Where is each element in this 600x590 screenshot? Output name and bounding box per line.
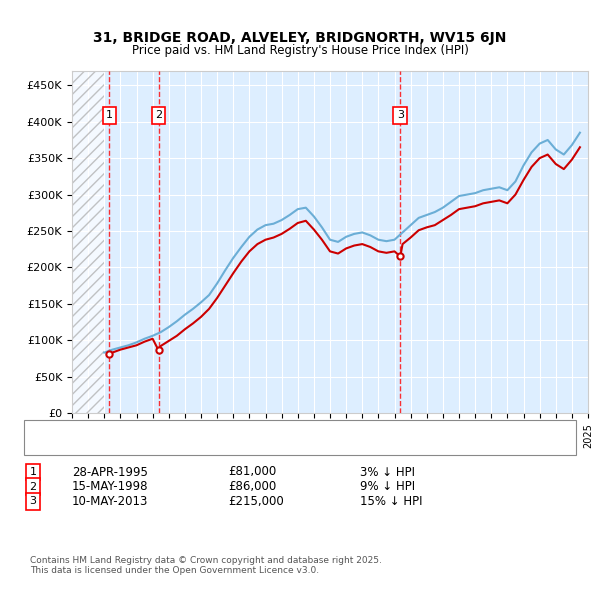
Text: 3: 3 <box>397 110 404 120</box>
Text: 2: 2 <box>155 110 162 120</box>
Text: 1: 1 <box>29 467 37 477</box>
Text: Contains HM Land Registry data © Crown copyright and database right 2025.
This d: Contains HM Land Registry data © Crown c… <box>30 556 382 575</box>
Text: 9% ↓ HPI: 9% ↓ HPI <box>360 480 415 493</box>
Text: £81,000: £81,000 <box>228 466 276 478</box>
Text: 15-MAY-1998: 15-MAY-1998 <box>72 480 149 493</box>
Bar <box>72 71 104 413</box>
Text: £86,000: £86,000 <box>228 480 276 493</box>
Text: 3% ↓ HPI: 3% ↓ HPI <box>360 466 415 478</box>
Text: 3: 3 <box>29 497 37 506</box>
Text: 28-APR-1995: 28-APR-1995 <box>72 466 148 478</box>
Text: HPI: Average price, detached house, Shropshire: HPI: Average price, detached house, Shro… <box>87 444 336 453</box>
Text: Price paid vs. HM Land Registry's House Price Index (HPI): Price paid vs. HM Land Registry's House … <box>131 44 469 57</box>
Bar <box>72 71 104 413</box>
Text: £215,000: £215,000 <box>228 495 284 508</box>
Text: 2: 2 <box>29 482 37 491</box>
Text: 31, BRIDGE ROAD, ALVELEY, BRIDGNORTH, WV15 6JN (detached house): 31, BRIDGE ROAD, ALVELEY, BRIDGNORTH, WV… <box>87 429 460 438</box>
Text: 15% ↓ HPI: 15% ↓ HPI <box>360 495 422 508</box>
Text: 31, BRIDGE ROAD, ALVELEY, BRIDGNORTH, WV15 6JN: 31, BRIDGE ROAD, ALVELEY, BRIDGNORTH, WV… <box>94 31 506 45</box>
Text: 1: 1 <box>106 110 113 120</box>
Text: 10-MAY-2013: 10-MAY-2013 <box>72 495 148 508</box>
